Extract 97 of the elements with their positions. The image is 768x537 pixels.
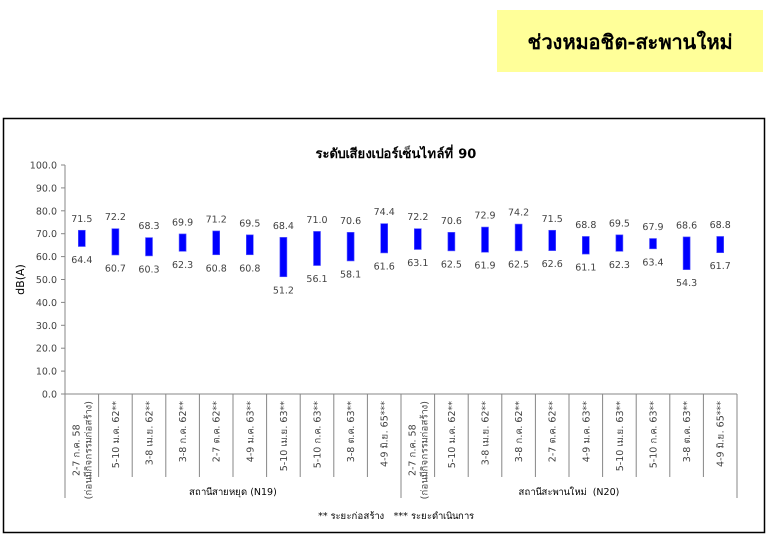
bar xyxy=(514,224,522,252)
annotation: 60.3 xyxy=(138,264,160,276)
data-label: 68.3 xyxy=(138,221,160,232)
y-tick-label: 90.0 xyxy=(36,183,57,194)
annotation: 62.3 xyxy=(172,260,194,271)
chart-title: ช่วงหมอชิต-สะพานใหม่ xyxy=(527,30,733,54)
y-tick-label: 70.0 xyxy=(36,229,57,240)
y-tick-label: 30.0 xyxy=(36,320,57,332)
data-label: 71.0 xyxy=(306,214,328,226)
annotation: 51.2 xyxy=(272,285,294,296)
x-tick-label: 4-9 มิ.ย. 65*** xyxy=(380,400,391,467)
annotation: 62.5 xyxy=(440,259,462,270)
x-tick-label: 2-7 ต.ค. 62** xyxy=(212,400,223,462)
y-tick-label: 60.0 xyxy=(36,252,57,264)
bar xyxy=(682,236,690,270)
x-tick-label: 4-9 ม.ค. 63** xyxy=(245,400,256,462)
data-label: 69.9 xyxy=(172,217,194,228)
bar xyxy=(649,238,657,250)
y-tick-label: 50.0 xyxy=(36,275,57,286)
x-tick-label: 2-7 ก.ค. 58 (ก่อนมีกิจกรรมก่อสร้าง) xyxy=(71,401,94,500)
x-tick-label: 5-10 ก.ค. 63** xyxy=(648,400,660,468)
data-label: 69.5 xyxy=(608,218,630,230)
x-tick-label: 2-7 ก.ค. 58 (ก่อนมีกิจกรรมก่อสร้าง) xyxy=(407,401,430,500)
x-tick-label: 4-9 ม.ค. 63** xyxy=(581,400,592,462)
bar xyxy=(616,234,624,252)
bar xyxy=(548,230,556,251)
annotation: 60.7 xyxy=(104,263,126,274)
bar xyxy=(481,226,489,253)
x-axis-title: สถานีสะพานใหม่ (N20) xyxy=(518,486,620,498)
annotation: 62.3 xyxy=(608,260,630,271)
data-label: 70.6 xyxy=(440,216,462,227)
data-label: 68.6 xyxy=(676,220,698,232)
x-tick-label: 2-7 ต.ค. 62** xyxy=(548,400,559,462)
x-tick-label: 5-10 ม.ค. 62** xyxy=(446,400,458,468)
bar xyxy=(716,236,724,254)
annotation: 64.4 xyxy=(71,255,92,266)
annotation: 60.8 xyxy=(206,263,227,274)
annotation: 56.1 xyxy=(306,274,328,286)
chart-subtitle: ระดับเสียงเปอร์เซ็นไทล์ที่ 90 xyxy=(316,144,476,162)
data-label: 74.2 xyxy=(508,208,530,219)
bar xyxy=(145,237,153,256)
bar xyxy=(246,234,254,256)
annotation: 58.1 xyxy=(340,269,362,280)
text: ** ระยะก่อสร้าง *** ระยะดำเนินการ xyxy=(318,511,474,522)
bar xyxy=(313,231,321,266)
data-label: 68.8 xyxy=(710,220,731,231)
x-tick-label: 5-10 ก.ค. 63** xyxy=(312,400,324,468)
bar xyxy=(582,236,590,254)
y-tick-label: 40.0 xyxy=(36,298,57,309)
y-axis-title: dB(A) xyxy=(14,264,27,295)
data-label: 69.5 xyxy=(239,218,260,230)
data-label: 67.9 xyxy=(642,222,664,234)
x-tick-label: 4-9 มิ.ย. 65*** xyxy=(716,400,727,467)
annotation: 61.1 xyxy=(575,262,596,274)
data-label: 68.8 xyxy=(575,220,596,231)
x-tick-label: 3-8 ก.ค. 62** xyxy=(178,400,190,462)
y-tick-label: 10.0 xyxy=(36,366,57,378)
annotation: 63.1 xyxy=(407,258,428,269)
annotation: 63.4 xyxy=(642,257,664,268)
bar xyxy=(414,228,422,250)
y-tick-label: 0.0 xyxy=(42,390,57,400)
annotation: 54.3 xyxy=(676,278,698,290)
bar xyxy=(78,230,86,247)
bar xyxy=(112,228,120,256)
annotation: 62.5 xyxy=(508,259,530,270)
bar xyxy=(380,223,388,254)
data-label: 72.2 xyxy=(407,212,428,224)
data-label: 71.5 xyxy=(542,214,563,225)
data-label: 72.2 xyxy=(104,212,126,224)
x-tick-label: 5-10 ม.ค. 62** xyxy=(110,400,122,468)
y-tick-label: 80.0 xyxy=(36,206,57,218)
data-label: 72.9 xyxy=(474,210,496,222)
x-tick-label: 3-8 เม.ย. 62** xyxy=(480,400,492,466)
y-tick-label: 100.0 xyxy=(30,160,57,172)
x-tick-label: 3-8 ต.ค. 63** xyxy=(346,400,358,462)
data-label: 68.4 xyxy=(272,220,294,232)
bar xyxy=(178,234,186,252)
annotation: 61.7 xyxy=(710,261,731,272)
annotation: 61.6 xyxy=(374,261,395,272)
bar xyxy=(448,232,456,252)
x-tick-label: 3-8 ก.ค. 62** xyxy=(514,400,526,462)
annotation: 62.6 xyxy=(542,259,563,270)
bar xyxy=(280,237,288,278)
x-tick-label: 3-8 ต.ค. 63** xyxy=(682,400,694,462)
bar xyxy=(212,230,220,256)
annotation: 61.9 xyxy=(474,260,496,272)
bar xyxy=(346,232,354,262)
data-label: 70.6 xyxy=(340,216,362,227)
x-tick-label: 5-10 เม.ย. 63** xyxy=(614,400,626,472)
data-label: 71.2 xyxy=(206,214,227,226)
y-tick-label: 20.0 xyxy=(36,344,57,355)
data-label: 71.5 xyxy=(71,214,92,225)
annotation: 60.8 xyxy=(239,263,260,274)
x-tick-label: 3-8 เม.ย. 62** xyxy=(144,400,156,466)
data-label: 74.4 xyxy=(374,207,395,218)
x-axis-title: สถานีสายหยุด (N19) xyxy=(189,486,277,498)
x-tick-label: 5-10 เม.ย. 63** xyxy=(278,400,290,472)
